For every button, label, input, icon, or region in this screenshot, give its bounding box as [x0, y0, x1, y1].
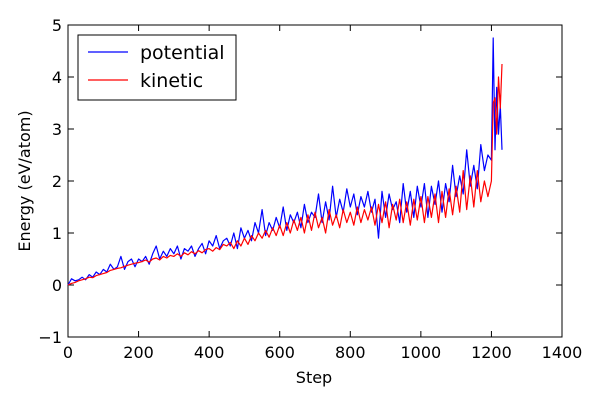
x-tick-label: 1000: [400, 343, 441, 362]
legend: potential kinetic: [77, 34, 237, 101]
x-axis-label: Step: [296, 368, 332, 387]
x-tick-label: 200: [123, 343, 154, 362]
x-tick-label: 600: [264, 343, 295, 362]
y-tick-label: 5: [52, 16, 62, 35]
y-axis-label: Energy (eV/atom): [15, 110, 34, 251]
legend-label-kinetic: kinetic: [140, 70, 203, 92]
x-tick-label: 1200: [471, 343, 512, 362]
x-tick-label: 0: [63, 343, 73, 362]
y-tick-label: 4: [52, 68, 62, 87]
series-layer: [67, 37, 503, 286]
y-tick-label: 3: [52, 120, 62, 139]
legend-box: [77, 34, 237, 101]
x-tick-label: 400: [194, 343, 225, 362]
legend-label-potential: potential: [140, 42, 225, 64]
y-tick-label: 1: [52, 224, 62, 243]
y-tick-label: −1: [38, 328, 62, 347]
y-axis-ticks: −1 0 1 2 3 4 5: [38, 16, 562, 347]
y-tick-label: 0: [52, 276, 62, 295]
y-tick-label: 2: [52, 172, 62, 191]
x-axis-ticks: 0 200 400 600 800 1000 1200 1400: [63, 25, 582, 362]
x-tick-label: 1400: [542, 343, 583, 362]
x-tick-label: 800: [335, 343, 366, 362]
series-line-kinetic: [67, 63, 503, 286]
